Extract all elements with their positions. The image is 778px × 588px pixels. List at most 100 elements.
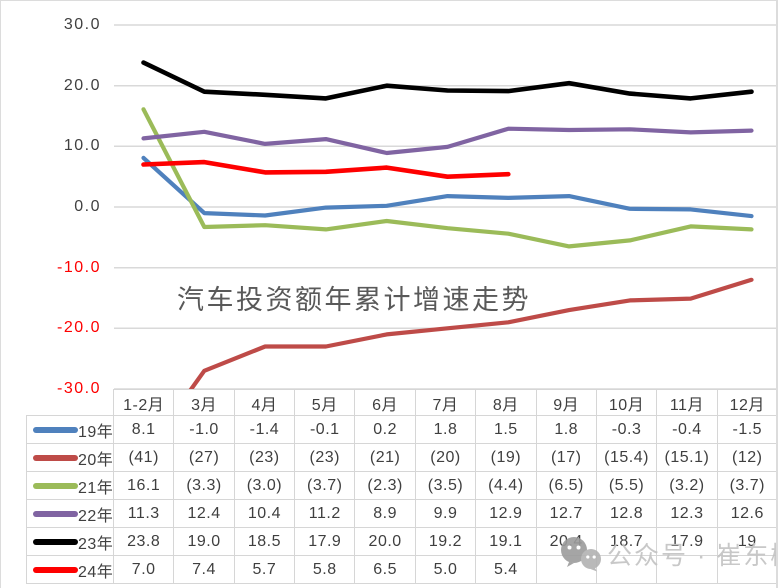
value-cell: (3.7) bbox=[294, 471, 356, 500]
value-cell: 17.9 bbox=[294, 527, 356, 556]
value-cell: 5.4 bbox=[475, 555, 537, 584]
value-cell: (4.4) bbox=[475, 471, 537, 500]
series-line-2 bbox=[141, 107, 754, 249]
value-cell: (15.4) bbox=[595, 443, 658, 472]
legend-cell: 24年 bbox=[26, 555, 114, 584]
value-cell bbox=[716, 555, 776, 584]
value-cell: 12.9 bbox=[475, 499, 537, 528]
value-cell: 11.3 bbox=[112, 499, 175, 528]
legend-cell: 22年 bbox=[26, 499, 114, 528]
legend-swatch bbox=[33, 510, 78, 517]
value-cell: -1.4 bbox=[233, 415, 296, 444]
value-cell: 23.8 bbox=[112, 527, 175, 556]
value-cell: (3.5) bbox=[414, 471, 477, 500]
table-row-4: 23年23.819.018.517.920.019.219.120.418.71… bbox=[26, 527, 776, 556]
value-cell: 19.1 bbox=[475, 527, 537, 556]
legend-inner: 23年 bbox=[28, 530, 114, 554]
legend-label: 20年 bbox=[78, 451, 114, 469]
value-cell: (3.2) bbox=[656, 471, 718, 500]
value-cell: 18.5 bbox=[233, 527, 296, 556]
legend-label: 24年 bbox=[78, 563, 114, 581]
legend-swatch bbox=[33, 426, 78, 433]
month-header-cell: 4月 bbox=[233, 389, 296, 416]
value-cell: 16.1 bbox=[112, 471, 175, 500]
value-cell bbox=[656, 555, 718, 584]
legend-inner: 24年 bbox=[28, 558, 114, 582]
value-cell: -1.5 bbox=[716, 415, 776, 444]
legend-cell: 19年 bbox=[26, 415, 114, 444]
month-header-cell: 7月 bbox=[414, 389, 477, 416]
legend-inner: 20年 bbox=[28, 446, 114, 470]
value-cell: (12) bbox=[716, 443, 776, 472]
legend-swatch bbox=[33, 538, 78, 545]
y-axis-label: -20.0 bbox=[57, 319, 101, 336]
value-cell: (17) bbox=[535, 443, 597, 472]
value-cell: -0.1 bbox=[294, 415, 356, 444]
legend-swatch bbox=[33, 454, 78, 461]
table-row-5: 24年 7.0 7.4 5.7 5.8 6.5 5.0 5.4 bbox=[26, 555, 776, 584]
value-cell: (20) bbox=[414, 443, 477, 472]
value-cell: 12.4 bbox=[173, 499, 235, 528]
watermark-text: 公众号 · 崔东树 bbox=[607, 542, 776, 570]
y-axis-label: 30.0 bbox=[63, 16, 101, 33]
month-header-cell: 1-2月 bbox=[112, 389, 175, 416]
value-cell: 19.0 bbox=[173, 527, 235, 556]
legend-label: 19年 bbox=[78, 423, 114, 441]
value-cell: (15.1) bbox=[656, 443, 718, 472]
value-cell: (3.3) bbox=[173, 471, 235, 500]
value-cell: 9.9 bbox=[414, 499, 477, 528]
value-cell: -1.0 bbox=[173, 415, 235, 444]
value-cell: 11.2 bbox=[294, 499, 356, 528]
legend-cell: 21年 bbox=[26, 471, 114, 500]
value-cell: 5.7 bbox=[233, 555, 296, 584]
legend-cell: 23年 bbox=[26, 527, 114, 556]
value-cell: (41) bbox=[112, 443, 175, 472]
value-cell: (19) bbox=[475, 443, 537, 472]
y-axis-label: 0.0 bbox=[74, 198, 101, 215]
value-cell: (21) bbox=[354, 443, 416, 472]
value-cell: (23) bbox=[294, 443, 356, 472]
legend-inner: 19年 bbox=[28, 418, 114, 442]
value-cell: 7.4 bbox=[173, 555, 235, 584]
series-line-1 bbox=[187, 277, 754, 390]
table-row-3: 22年 11.3 12.4 10.4 11.2 8.9 9.9 12.9 12.7 12.8 12.… bbox=[26, 499, 776, 528]
series-line-4 bbox=[141, 60, 754, 101]
month-header-cell: 5月 bbox=[294, 389, 356, 416]
month-header-cell: 8月 bbox=[475, 389, 537, 416]
value-cell: (3.7) bbox=[716, 471, 776, 500]
y-axis-label: -10.0 bbox=[57, 259, 101, 276]
legend-inner: 22年 bbox=[28, 502, 114, 526]
value-cell: (3.0) bbox=[233, 471, 296, 500]
value-cell: (6.5) bbox=[535, 471, 597, 500]
value-cell: -0.4 bbox=[656, 415, 718, 444]
month-header-cell: 3月 bbox=[173, 389, 235, 416]
value-cell: (5.5) bbox=[595, 471, 658, 500]
series-line-3 bbox=[141, 126, 754, 156]
legend-label: 23年 bbox=[78, 535, 114, 553]
value-cell: 1.5 bbox=[475, 415, 537, 444]
month-header-cell: 11月 bbox=[656, 389, 718, 416]
value-cell: 19.2 bbox=[414, 527, 477, 556]
value-cell: 12.8 bbox=[595, 499, 658, 528]
value-cell: 1.8 bbox=[535, 415, 597, 444]
table-corner-blank bbox=[27, 390, 114, 416]
value-cell: (27) bbox=[173, 443, 235, 472]
value-cell: (23) bbox=[233, 443, 296, 472]
value-cell: 0.2 bbox=[354, 415, 416, 444]
table-row-2: 21年 16.1 (3.3) (3.0) (3.7) (2.3) (3.5) (4.4) (6.… bbox=[26, 471, 776, 500]
value-cell: 8.9 bbox=[354, 499, 416, 528]
value-cell: 12.6 bbox=[716, 499, 776, 528]
value-cell: 12.7 bbox=[535, 499, 597, 528]
y-axis-label: 20.0 bbox=[63, 77, 101, 94]
month-header-cell: 9月 bbox=[535, 389, 597, 416]
series-line-5 bbox=[141, 159, 511, 179]
chart-title: 汽车投资额年累计增速走势 bbox=[177, 285, 531, 315]
y-axis: 30.0 20.0 10.0 0.0 -10.0 -20.0 -30.0 bbox=[1, 1, 101, 416]
value-cell: 17.9 bbox=[656, 527, 718, 556]
legend-label: 22年 bbox=[78, 507, 114, 525]
value-cell: -0.3 bbox=[595, 415, 658, 444]
legend-inner: 21年 bbox=[28, 474, 113, 498]
value-cell: 10.4 bbox=[233, 499, 296, 528]
